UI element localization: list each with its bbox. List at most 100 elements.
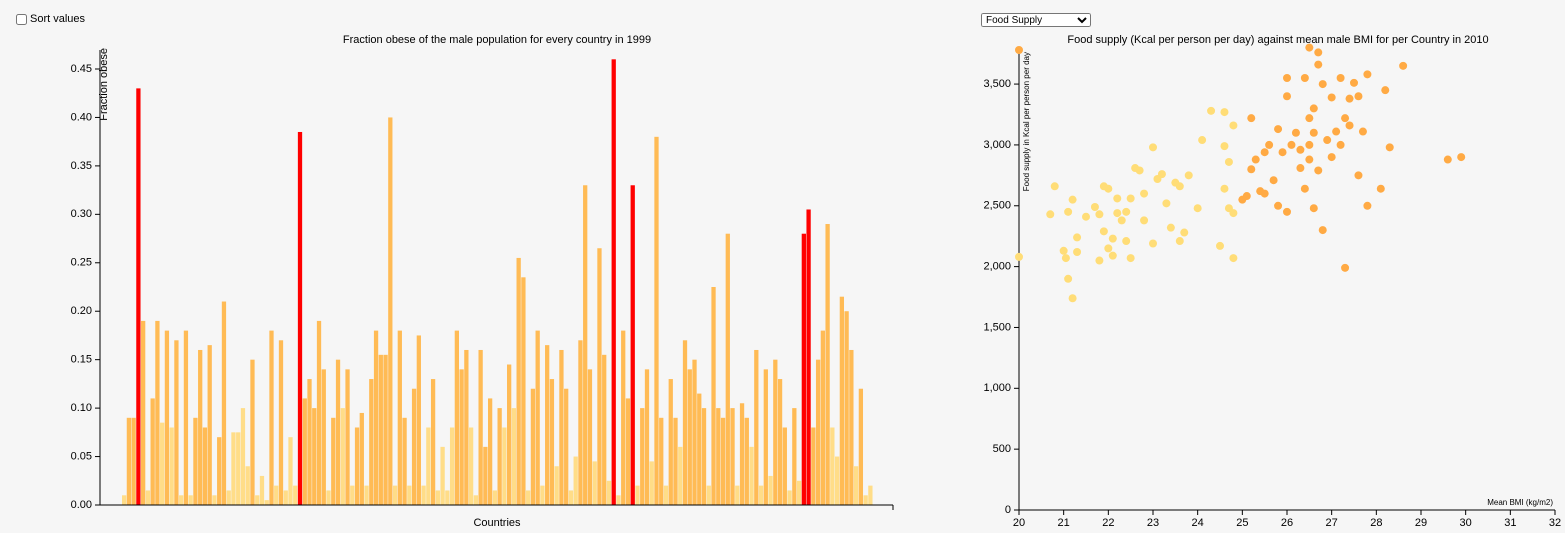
y-tick-label: 3,500 [983,78,1011,90]
x-tick-label: 23 [1147,517,1159,529]
y-tick-label: 2,000 [983,261,1011,273]
bar [530,388,536,505]
bar [492,490,498,505]
point [1099,227,1108,236]
bar [354,427,360,505]
point [1314,166,1323,175]
bar [692,359,697,505]
variable-dropdown[interactable]: Food Supply [981,13,1091,27]
point [1341,114,1350,123]
y-tick-label: 0.10 [71,402,92,414]
bar [373,330,379,505]
bar [483,446,488,505]
point [1050,182,1059,191]
bar [459,369,464,505]
point [1095,210,1104,219]
point [1385,143,1394,152]
point [1354,171,1363,180]
bar [435,490,440,505]
bar [768,475,773,505]
sort-checkbox[interactable] [16,13,27,25]
bar [179,495,184,505]
point [1220,142,1229,151]
bar [830,427,835,505]
point [1117,216,1126,225]
point [1180,228,1189,237]
x-tick-label: 29 [1415,517,1427,529]
bar [782,427,787,505]
bar [820,330,825,505]
bar [811,427,816,505]
point [1260,148,1269,157]
bar [787,490,792,505]
bar [597,248,602,505]
bar [630,185,635,505]
point [1314,48,1323,57]
bar [440,446,445,505]
x-tick-label: 24 [1192,517,1204,529]
point [1296,145,1305,154]
point [1354,92,1363,101]
point [1175,182,1184,191]
x-tick-label: 27 [1326,517,1338,529]
point [1113,209,1122,218]
bar [701,408,707,505]
point [1108,251,1117,260]
point [1287,140,1296,149]
bar [250,359,255,505]
bar [511,408,517,505]
bar [283,490,288,505]
point [1318,80,1327,89]
bar [682,340,688,505]
bar [359,412,364,505]
y-tick-label: 1,500 [983,321,1011,333]
point [1305,114,1314,123]
bar [312,408,317,505]
bar [644,369,650,505]
bar [777,379,783,505]
point [1193,204,1202,213]
point [1296,164,1305,173]
point [1251,155,1260,164]
point [1229,121,1238,130]
bar [217,437,222,505]
bar [335,359,341,505]
point [1198,136,1207,145]
point [1345,121,1354,130]
x-tick-label: 25 [1236,517,1248,529]
point [1220,184,1229,193]
x-tick-label: 20 [1013,517,1025,529]
bar [716,408,721,505]
bar [231,432,236,505]
y-tick-label: 0.35 [71,160,92,172]
sort-control[interactable]: Sort values [16,13,85,25]
point [1376,184,1385,193]
bar [407,485,412,505]
point [1149,143,1157,152]
bar [126,417,132,505]
point [1104,244,1113,253]
bar [635,485,640,505]
y-tick-label: 0.45 [71,63,92,75]
bar [735,485,740,505]
x-tick-label: 30 [1460,517,1472,529]
bar [449,427,455,505]
bar [673,417,678,505]
point [1363,70,1372,79]
bar [198,349,203,505]
bar [473,495,479,505]
bar [321,369,326,505]
bar [792,408,797,505]
point [1341,263,1350,272]
bar [858,388,864,505]
bar [668,379,673,505]
point [1229,254,1238,263]
bar [426,427,431,505]
point [1113,194,1122,203]
point [1068,195,1077,204]
bar [568,490,574,505]
point [1068,294,1077,303]
point [1274,125,1283,134]
y-tick-label: 3,000 [983,139,1011,151]
bar [583,185,588,505]
